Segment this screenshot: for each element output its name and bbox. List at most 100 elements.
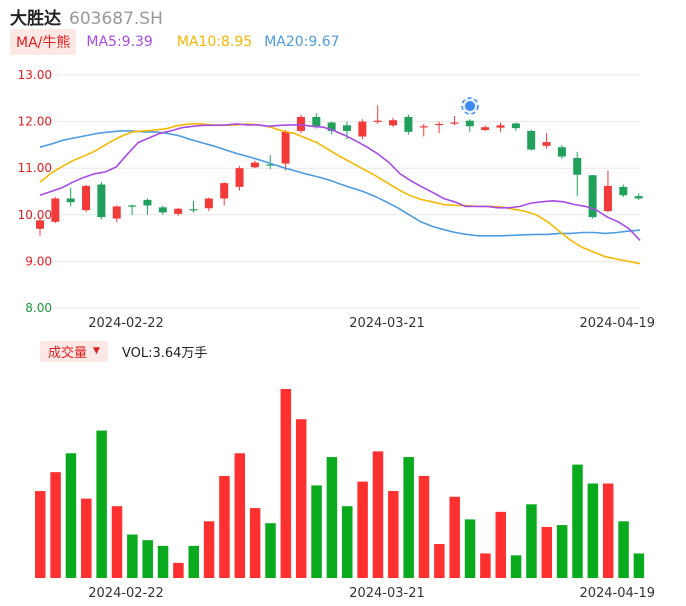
volume-bar xyxy=(265,523,276,578)
candle-body xyxy=(158,207,167,213)
volume-bar xyxy=(157,545,169,578)
y-tick-label: 9.00 xyxy=(25,254,52,268)
candle-body xyxy=(404,116,413,132)
volume-bar xyxy=(541,526,553,578)
stock-header: 大胜达 603687.SH xyxy=(10,4,163,29)
volume-bar xyxy=(295,419,307,578)
candle-body xyxy=(542,142,551,146)
volume-bar xyxy=(480,553,491,578)
volume-bar xyxy=(96,430,107,578)
volume-bar xyxy=(203,521,215,578)
candle-body xyxy=(496,125,505,128)
volume-bar xyxy=(65,453,77,578)
candlestick-series xyxy=(36,105,643,236)
stock-name: 大胜达 xyxy=(10,9,61,29)
volume-bar xyxy=(280,389,292,578)
candle-body xyxy=(128,205,137,207)
ma20-legend: MA20:9.67 xyxy=(264,34,340,50)
volume-bar xyxy=(188,545,199,578)
caret-down-icon: ▼ xyxy=(93,346,100,356)
candle-body xyxy=(619,186,628,196)
ma5-legend: MA5:9.39 xyxy=(86,34,153,50)
volume-value: VOL:3.64万手 xyxy=(121,345,208,361)
volume-bar xyxy=(618,521,629,578)
candle-body xyxy=(36,220,44,229)
volume-bar xyxy=(372,451,384,578)
candle-body xyxy=(373,120,382,122)
candle-body xyxy=(97,184,106,218)
candle-body xyxy=(465,120,474,127)
volume-bar xyxy=(81,498,92,578)
volume-bar xyxy=(357,481,368,578)
candle-body xyxy=(82,185,91,211)
y-tick-label: 8.00 xyxy=(25,301,52,315)
volume-bar xyxy=(434,543,445,578)
volume-bars xyxy=(35,389,645,578)
volume-bar xyxy=(495,511,506,578)
volume-indicator-button[interactable]: 成交量 ▼ xyxy=(40,340,108,362)
candle-body xyxy=(481,127,490,130)
candle-body xyxy=(573,157,582,175)
candle-body xyxy=(588,175,597,218)
volume-bar xyxy=(388,491,399,578)
candle-body xyxy=(511,123,520,129)
price-x-axis: 2024-02-22 2024-03-21 2024-04-19 xyxy=(88,316,655,331)
candle-body xyxy=(634,196,643,199)
volume-bar xyxy=(219,475,230,578)
ma20-line xyxy=(39,130,641,237)
candle-body xyxy=(266,164,275,166)
candle-body xyxy=(281,131,290,164)
volume-bar xyxy=(587,483,599,578)
volume-bar xyxy=(526,504,537,578)
volume-bar xyxy=(326,457,338,578)
volume-bar xyxy=(556,525,568,578)
y-tick-label: 13.00 xyxy=(18,68,52,82)
volume-bar xyxy=(342,506,353,578)
volume-bar xyxy=(403,457,414,578)
volume-x-axis: 2024-02-22 2024-03-21 2024-04-19 xyxy=(88,586,655,601)
candle-body xyxy=(327,122,336,131)
volume-bar xyxy=(418,475,430,578)
volume-bar xyxy=(572,464,583,578)
candle-body xyxy=(343,125,351,131)
ma10-legend: MA10:8.95 xyxy=(176,34,253,50)
candle-body xyxy=(450,122,459,124)
volume-bar xyxy=(602,483,614,578)
volume-bar xyxy=(35,491,46,578)
volume-bar xyxy=(234,453,246,578)
candle-body xyxy=(419,126,428,128)
candle-body xyxy=(189,209,198,211)
x-tick-label: 2024-04-19 xyxy=(579,316,655,331)
candle-body xyxy=(220,183,229,199)
candle-body xyxy=(527,130,536,150)
y-tick-label: 10.00 xyxy=(18,208,52,222)
candle-body xyxy=(603,185,612,212)
x-tick-label: 2024-03-21 xyxy=(349,586,425,601)
candle-body xyxy=(435,123,444,126)
volume-legend: 成交量 ▼ VOL:3.64万手 xyxy=(40,340,208,362)
stock-code: 603687.SH xyxy=(69,9,163,29)
candle-body xyxy=(389,120,398,126)
candle-body xyxy=(51,198,60,222)
candle-body xyxy=(557,147,566,157)
marker-dot xyxy=(465,101,475,111)
x-tick-label: 2024-04-19 xyxy=(579,586,655,601)
candle-body xyxy=(143,199,152,206)
y-tick-label: 12.00 xyxy=(18,115,52,129)
candle-body xyxy=(250,162,259,168)
volume-bar xyxy=(173,562,184,578)
volume-bar xyxy=(127,534,138,578)
candle-body xyxy=(112,206,121,219)
volume-bar xyxy=(633,553,645,578)
volume-bar xyxy=(311,485,322,578)
candle-body xyxy=(312,116,321,128)
volume-bar xyxy=(449,496,460,578)
x-tick-label: 2024-02-22 xyxy=(88,586,164,601)
volume-bar xyxy=(142,540,153,578)
event-marker[interactable] xyxy=(461,97,479,115)
x-tick-label: 2024-03-21 xyxy=(349,316,425,331)
volume-bar xyxy=(510,555,522,578)
ma-indicator-button[interactable]: MA/牛熊 xyxy=(10,29,77,55)
ma5-line xyxy=(39,123,641,241)
